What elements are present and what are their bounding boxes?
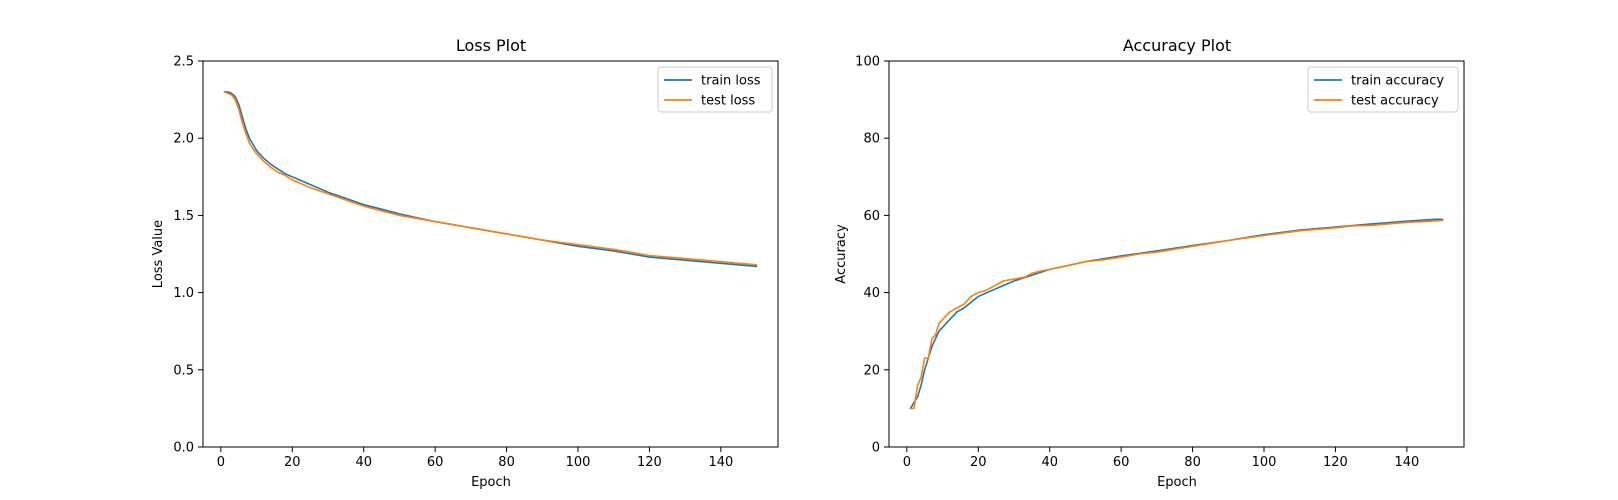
loss-plot-x-tick-label: 80 <box>498 455 515 470</box>
accuracy-plot-legend: train accuracy test accuracy <box>1307 66 1459 113</box>
accuracy-plot-x-tick-label: 20 <box>970 455 987 470</box>
loss-plot-x-tick-label: 0 <box>217 455 225 470</box>
loss-plot-ticks: 0 20 40 60 80 100 120 140 0.0 0.5 1.0 1.5 2.0 2.5 <box>173 55 733 471</box>
accuracy-plot-x-tick-label: 120 <box>1323 455 1348 470</box>
accuracy-plot-x-tick-label: 60 <box>1113 455 1130 470</box>
loss-plot-x-axis-label: Epoch <box>471 475 511 490</box>
loss-plot: Loss Plot Epoch Loss Value 0 20 40 60 80 100 1… <box>151 36 779 490</box>
accuracy-plot-x-tick-label: 40 <box>1041 455 1058 470</box>
loss-plot-title: Loss Plot <box>456 36 526 55</box>
loss-plot-y-tick-label: 0.5 <box>173 363 194 378</box>
accuracy-plot-legend-box <box>1307 66 1459 113</box>
loss-plot-y-tick-label: 2.0 <box>173 132 194 147</box>
loss-plot-x-tick-label: 140 <box>708 455 733 470</box>
loss-plot-legend-label-train-loss: train loss <box>701 74 761 89</box>
loss-plot-series-train-loss <box>223 91 758 268</box>
loss-plot-legend: train loss test loss <box>657 66 773 113</box>
accuracy-plot-x-tick-label: 80 <box>1184 455 1201 470</box>
loss-plot-legend-label-test-loss: test loss <box>701 94 755 109</box>
loss-plot-x-tick-label: 20 <box>284 455 301 470</box>
loss-plot-x-tick-label: 40 <box>355 455 372 470</box>
loss-plot-y-tick-label: 1.0 <box>173 286 194 301</box>
loss-plot-y-axis-label: Loss Value <box>151 220 166 288</box>
accuracy-plot-axes-frame <box>888 60 1465 448</box>
accuracy-plot-x-tick-label: 140 <box>1394 455 1419 470</box>
accuracy-plot-series-test-accuracy <box>909 219 1444 410</box>
loss-plot-y-tick-label: 1.5 <box>173 209 194 224</box>
accuracy-plot: Accuracy Plot Epoch Accuracy 0 20 40 60 80 10… <box>834 36 1465 490</box>
loss-plot-series <box>223 91 758 268</box>
accuracy-plot-y-tick-label: 100 <box>855 55 880 70</box>
accuracy-plot-legend-label-test-accuracy: test accuracy <box>1351 94 1439 109</box>
accuracy-plot-ticks: 0 20 40 60 80 100 120 140 0 20 40 60 80 100 <box>855 55 1419 471</box>
accuracy-plot-y-tick-label: 80 <box>863 132 880 147</box>
loss-plot-series-test-loss <box>223 91 758 266</box>
accuracy-plot-y-tick-label: 0 <box>872 441 880 456</box>
accuracy-plot-y-axis-label: Accuracy <box>834 224 849 284</box>
loss-plot-x-tick-label: 120 <box>637 455 662 470</box>
accuracy-plot-series <box>909 218 1444 410</box>
accuracy-plot-legend-label-train-accuracy: train accuracy <box>1351 74 1444 89</box>
loss-plot-x-tick-label: 60 <box>427 455 444 470</box>
loss-plot-x-tick-label: 100 <box>566 455 591 470</box>
accuracy-plot-x-tick-label: 100 <box>1252 455 1277 470</box>
accuracy-plot-x-tick-label: 0 <box>903 455 911 470</box>
loss-plot-y-tick-label: 0.0 <box>173 441 194 456</box>
accuracy-plot-y-tick-label: 40 <box>863 286 880 301</box>
accuracy-plot-y-tick-label: 20 <box>863 363 880 378</box>
accuracy-plot-title: Accuracy Plot <box>1123 36 1231 55</box>
loss-plot-axes-frame <box>202 60 779 448</box>
accuracy-plot-y-tick-label: 60 <box>863 209 880 224</box>
loss-plot-y-tick-label: 2.5 <box>173 55 194 70</box>
accuracy-plot-x-axis-label: Epoch <box>1157 475 1197 490</box>
